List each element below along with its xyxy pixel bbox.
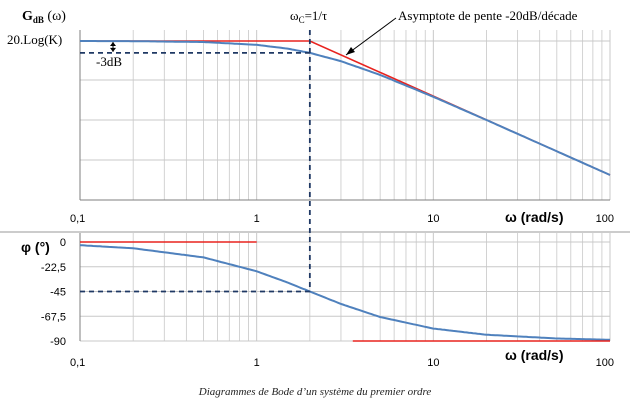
gain-xlabel: ω (rad/s) bbox=[505, 209, 564, 225]
phase-ytick-label: -45 bbox=[50, 287, 66, 299]
phase-ytick-label: -90 bbox=[50, 336, 66, 348]
phase-grid bbox=[79, 233, 611, 342]
gain-xtick-label: 0,1 bbox=[70, 213, 85, 225]
figure-caption: Diagrammes de Bode d’un système du premi… bbox=[198, 386, 432, 398]
arrowhead-up bbox=[110, 42, 116, 46]
gain-grid bbox=[0, 30, 630, 233]
phase-curve bbox=[79, 244, 611, 341]
gain-level-label: 20.Log(K) bbox=[7, 32, 62, 47]
gain-xtick-label: 10 bbox=[427, 213, 439, 225]
phase-ytick-label: -67,5 bbox=[41, 311, 66, 323]
phase-ytick-label: 0 bbox=[60, 237, 66, 249]
gain-curve bbox=[80, 40, 611, 176]
phase-xtick-label: 100 bbox=[596, 357, 614, 369]
annotation-arrowhead bbox=[346, 47, 355, 55]
phase-ytick-label: -22,5 bbox=[41, 262, 66, 274]
gain-xtick-label: 1 bbox=[254, 213, 260, 225]
gain-asymptote bbox=[80, 40, 611, 176]
gain-ylabel: GdB (ω) bbox=[22, 9, 66, 25]
minus3db-label: -3dB bbox=[96, 54, 122, 69]
annotation-arrow bbox=[345, 17, 397, 56]
arrowhead-down bbox=[110, 47, 116, 52]
phase-xtick-label: 1 bbox=[254, 357, 260, 369]
phase-xtick-label: 0,1 bbox=[70, 357, 85, 369]
asymptote-annotation: Asymptote de pente -20dB/décade bbox=[398, 8, 578, 23]
gain-xtick-label: 100 bbox=[596, 213, 614, 225]
chart-marks: 0,1 1 10 100 0,1 1 10 100 0 -22,5 -45 -67,5 -90 bbox=[41, 17, 614, 369]
phase-xtick-label: 10 bbox=[427, 357, 439, 369]
cutoff-label: ωC=1/τ bbox=[290, 8, 327, 25]
phase-ylabel: φ (°) bbox=[21, 239, 50, 255]
phase-xlabel: ω (rad/s) bbox=[505, 347, 564, 363]
